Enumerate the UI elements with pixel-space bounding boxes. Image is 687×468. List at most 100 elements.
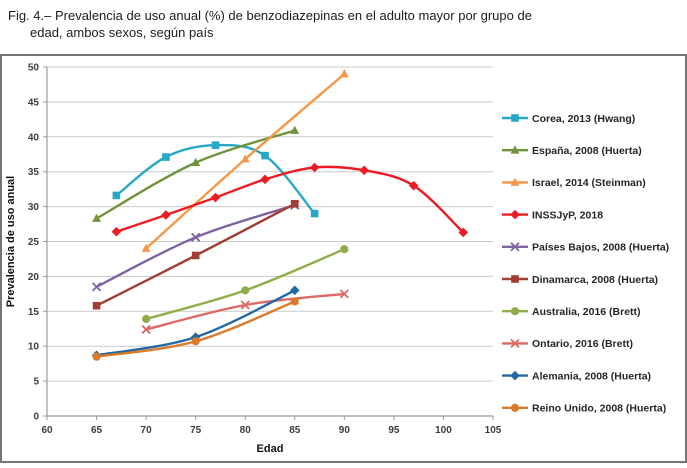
legend-label-inssjyp-2018: INSSJyP, 2018: [532, 209, 603, 221]
marker-paises-bajos-2008-huerta-x75: [191, 232, 201, 242]
series-ontario-2016-brett: [141, 289, 349, 335]
marker-inssjyp-2018-x77: [210, 192, 221, 203]
y-tick-label-40: 40: [28, 132, 40, 143]
y-tick-label-5: 5: [33, 377, 39, 388]
legend-label-australia-2016-brett: Australia, 2016 (Brett): [532, 306, 641, 318]
marker-israel-2014-steinman-x80: [240, 154, 250, 163]
marker-inssjyp-2018-x87: [309, 162, 320, 173]
figure-caption: Fig. 4.– Prevalencia de uso anual (%) de…: [0, 0, 687, 41]
series-australia-2016-brett: [142, 245, 349, 324]
caption-line-1: Fig. 4.– Prevalencia de uso anual (%) de…: [8, 8, 532, 23]
x-tick-label-85: 85: [289, 425, 301, 436]
x-tick-label-100: 100: [435, 425, 452, 436]
legend: Corea, 2013 (Hwang) España, 2008 (Huerta)…: [502, 113, 669, 415]
legend-label-reino-unido-2008-huerta: Reino Unido, 2008 (Huerta): [532, 403, 666, 415]
series-line-australia-2016-brett: [144, 248, 346, 321]
marker-corea-2013-hwang-x77: [211, 141, 220, 149]
marker-corea-2013-hwang-x67: [112, 191, 121, 200]
marker-inssjyp-2018-x102: [458, 227, 469, 238]
legend-item-inssjyp-2018: INSSJyP, 2018: [502, 209, 603, 221]
legend-marker-inssjyp-2018: [510, 209, 520, 220]
marker-reino-unido-2008-huerta-x75: [191, 337, 200, 346]
marker-dinamarca-2008-huerta-x75: [191, 251, 200, 260]
series-line-paises-bajos-2008-huerta: [95, 204, 296, 289]
legend-marker-reino-unido-2008-huerta: [510, 403, 520, 412]
marker-corea-2013-hwang-x87: [310, 209, 319, 218]
legend-marker-israel-2014-steinman: [510, 177, 520, 186]
marker-corea-2013-hwang-x72: [162, 153, 170, 161]
x-tick-label-60: 60: [41, 425, 53, 436]
legend-item-reino-unido-2008-huerta: Reino Unido, 2008 (Huerta): [502, 403, 666, 415]
x-tick-label-80: 80: [240, 425, 252, 436]
y-tick-label-0: 0: [33, 412, 39, 423]
marker-inssjyp-2018-x97: [408, 180, 419, 191]
marker-dinamarca-2008-huerta-x85: [290, 200, 299, 208]
legend-label-paises-bajos-2008-huerta: Países Bajos, 2008 (Huerta): [532, 242, 669, 254]
legend-item-ontario-2016-brett: Ontario, 2016 (Brett): [502, 338, 633, 350]
series-dinamarca-2008-huerta: [92, 200, 299, 310]
y-tick-label-35: 35: [28, 167, 40, 178]
series-paises-bajos-2008-huerta: [91, 200, 300, 292]
marker-inssjyp-2018-x67: [111, 226, 122, 237]
legend-item-corea-2013-hwang: Corea, 2013 (Hwang): [502, 113, 635, 125]
x-tick-label-90: 90: [339, 425, 351, 436]
legend-item-australia-2016-brett: Australia, 2016 (Brett): [502, 306, 641, 318]
y-axis-title: Prevalencia de uso anual: [5, 176, 17, 307]
x-tick-label-105: 105: [485, 425, 502, 436]
marker-reino-unido-2008-huerta-x65: [92, 352, 101, 361]
marker-paises-bajos-2008-huerta-x65: [91, 282, 102, 292]
legend-marker-dinamarca-2008-huerta: [511, 275, 519, 283]
marker-corea-2013-hwang-x82: [261, 151, 269, 160]
y-tick-label-25: 25: [28, 237, 40, 248]
caption-line-2: edad, ambos sexos, según país: [30, 25, 214, 41]
legend-label-corea-2013-hwang: Corea, 2013 (Hwang): [532, 113, 635, 125]
y-tick-label-45: 45: [28, 97, 40, 108]
legend-marker-paises-bajos-2008-huerta: [510, 242, 520, 252]
legend-item-paises-bajos-2008-huerta: Países Bajos, 2008 (Huerta): [502, 242, 669, 254]
chart-figure-box: 0 5 10 15 20 25 30 35 40 45 50 60 65 70 75 80 85 90 95 100 1…: [0, 54, 687, 463]
series-inssjyp-2018: [111, 162, 469, 238]
series-israel-2014-steinman: [141, 69, 349, 252]
marker-israel-2014-steinman-x90: [339, 69, 349, 78]
marker-ontario-2016-brett-x80: [240, 300, 250, 310]
legend-label-israel-2014-steinman: Israel, 2014 (Steinman): [532, 177, 646, 189]
legend-label-dinamarca-2008-huerta: Dinamarca, 2008 (Huerta): [532, 274, 658, 286]
series-reino-unido-2008-huerta: [92, 297, 299, 361]
marker-espana-2008-huerta-x75: [191, 157, 201, 167]
legend-marker-alemania-2008-huerta: [510, 370, 520, 381]
x-tick-label-95: 95: [388, 425, 400, 436]
legend-item-alemania-2008-huerta: Alemania, 2008 (Huerta): [502, 370, 651, 382]
benzodiazepine-prevalence-line-chart: 0 5 10 15 20 25 30 35 40 45 50 60 65 70 75 80 85 90 95 100 1…: [5, 63, 669, 456]
marker-dinamarca-2008-huerta-x65: [92, 301, 101, 310]
series-corea-2013-hwang: [112, 141, 319, 218]
legend-item-dinamarca-2008-huerta: Dinamarca, 2008 (Huerta): [502, 274, 658, 286]
legend-label-ontario-2016-brett: Ontario, 2016 (Brett): [532, 338, 633, 350]
marker-ontario-2016-brett-x70: [141, 324, 151, 335]
x-axis-title: Edad: [257, 443, 284, 455]
marker-alemania-2008-huerta-x85: [289, 285, 300, 296]
legend-marker-ontario-2016-brett: [510, 338, 520, 349]
y-tick-label-20: 20: [28, 272, 40, 283]
legend-item-israel-2014-steinman: Israel, 2014 (Steinman): [502, 177, 646, 189]
series-line-alemania-2008-huerta: [95, 289, 296, 357]
marker-inssjyp-2018-x82: [260, 174, 270, 185]
y-tick-label-10: 10: [28, 342, 40, 353]
legend-label-alemania-2008-huerta: Alemania, 2008 (Huerta): [532, 370, 651, 382]
series-alemania-2008-huerta: [91, 285, 300, 361]
x-tick-label-75: 75: [190, 425, 202, 436]
marker-inssjyp-2018-x92: [359, 165, 369, 176]
marker-inssjyp-2018-x72: [161, 210, 171, 220]
legend-marker-espana-2008-huerta: [510, 145, 520, 154]
x-tick-label-65: 65: [91, 425, 103, 436]
marker-israel-2014-steinman-x70: [141, 243, 151, 252]
x-tick-label-70: 70: [141, 425, 153, 436]
legend-marker-corea-2013-hwang: [511, 114, 519, 122]
legend-item-espana-2008-huerta: España, 2008 (Huerta): [502, 145, 642, 157]
marker-australia-2016-brett-x70: [142, 314, 151, 324]
marker-reino-unido-2008-huerta-x85: [290, 297, 299, 306]
y-tick-label-50: 50: [28, 63, 40, 74]
y-tick-label-15: 15: [28, 307, 40, 318]
marker-australia-2016-brett-x90: [340, 245, 349, 254]
series-line-reino-unido-2008-huerta: [95, 300, 296, 358]
